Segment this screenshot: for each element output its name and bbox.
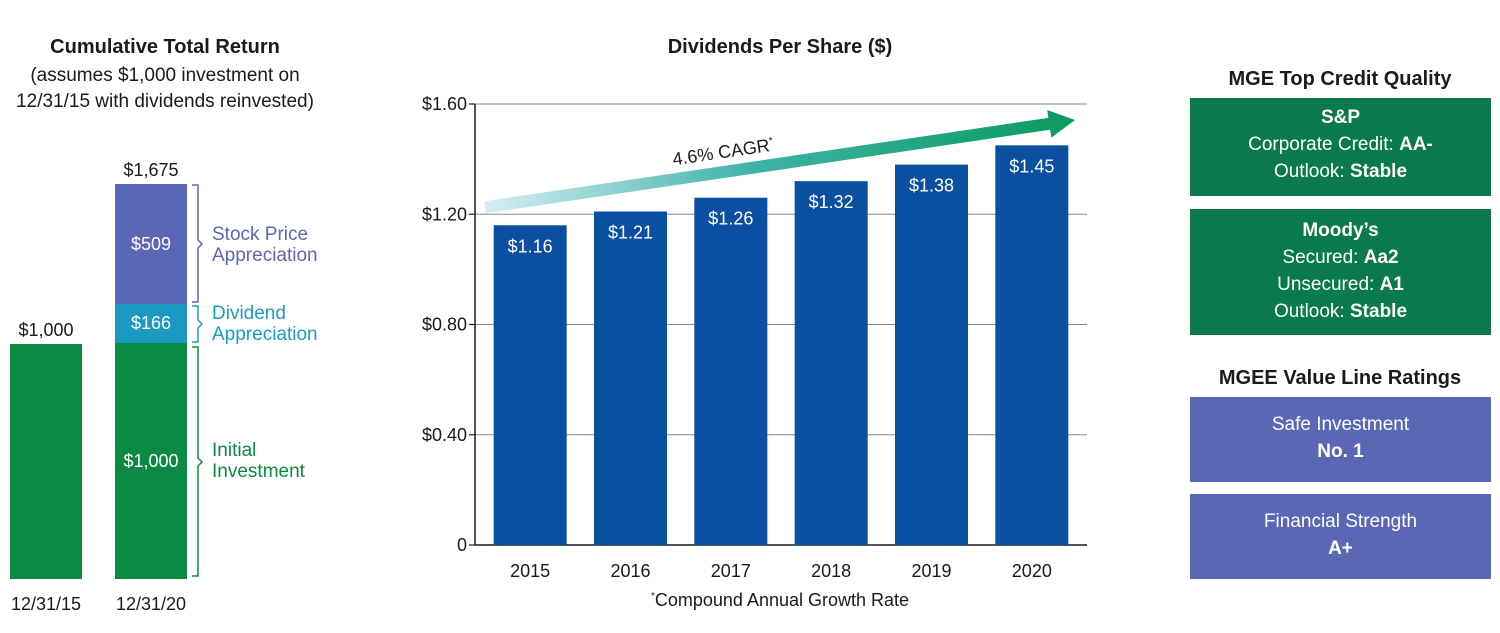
bar2-top-label: $1,675: [123, 160, 179, 180]
financial-strength-value: A+: [1328, 538, 1353, 559]
brace-stock-icon: [192, 184, 204, 303]
y-tick-label: $0.80: [422, 315, 467, 335]
x-tick-label: 2018: [811, 561, 851, 581]
dividends-chart: $1.16 $1.21 $1.26 $1.32 $1.38 $1.45 0 $0.40 $0.…: [422, 94, 1087, 581]
x-tick-label: 2016: [610, 561, 650, 581]
sp-corporate-credit: Corporate Credit: AA-: [1190, 131, 1491, 158]
bar-value-label: $1.16: [508, 236, 553, 256]
cumulative-return-subtitle: (assumes $1,000 investment on 12/31/15 w…: [0, 63, 330, 115]
bar-value-label: $1.45: [1009, 156, 1054, 176]
sp-outlook-value: Stable: [1350, 161, 1408, 182]
bar-2016: [594, 211, 667, 545]
bar2-x-label: 12/31/20: [115, 594, 187, 614]
credit-quality-title: MGE Top Credit Quality: [1228, 68, 1452, 90]
moodys-secured-value: Aa2: [1363, 247, 1399, 268]
safe-investment-label: Safe Investment: [1271, 414, 1410, 435]
chart-footnote: *Compound Annual Growth Rate: [480, 590, 1080, 611]
legend-initial-line1: Initial: [212, 440, 257, 461]
sp-outlook-label: Outlook:: [1273, 161, 1350, 182]
moodys-unsecured-label: Unsecured:: [1277, 274, 1380, 295]
footnote-marker: *: [650, 591, 655, 602]
subtitle-line-1: (assumes $1,000 investment on: [30, 65, 300, 86]
segment-stock-price-appreciation: $509: [115, 184, 187, 304]
moodys-unsecured-value: A1: [1379, 274, 1404, 295]
bar1-top-label: $1,000: [18, 320, 74, 340]
bar-value-label: $1.26: [708, 209, 753, 229]
bar-2015: [493, 225, 567, 545]
moodys-heading: Moody’s: [1302, 220, 1379, 241]
y-tick-label: $0.40: [422, 425, 467, 445]
safe-investment-value: No. 1: [1317, 441, 1364, 462]
moodys-outlook: Outlook: Stable: [1190, 298, 1491, 325]
legend-stock-line2: Appreciation: [212, 245, 318, 266]
x-tick-label: 2020: [1012, 561, 1052, 581]
cagr-trend-arrow-icon: [484, 109, 1075, 214]
sp-rating-box: S&P Corporate Credit: AA- Outlook: Stabl…: [1190, 98, 1491, 196]
financial-strength-box: Financial Strength A+: [1190, 494, 1491, 579]
brace-initial-icon: [192, 346, 204, 577]
bar-2018: [794, 181, 868, 546]
segment-dividend-appreciation: $166: [115, 304, 187, 343]
brace-dividend-icon: [192, 305, 204, 343]
bar-2019: [895, 164, 968, 545]
moodys-outlook-label: Outlook:: [1273, 301, 1350, 322]
moodys-outlook-value: Stable: [1350, 301, 1408, 322]
x-tick-label: 2015: [510, 561, 550, 581]
subtitle-line-2: 12/31/15 with dividends reinvested): [16, 91, 314, 112]
y-tick-label: 0: [457, 535, 467, 555]
legend-dividend-line2: Appreciation: [212, 324, 318, 345]
legend-stock-price-appreciation: Stock Price Appreciation: [212, 224, 318, 266]
sp-outlook: Outlook: Stable: [1190, 158, 1491, 185]
legend-dividend-line1: Dividend: [212, 303, 286, 324]
sp-corporate-credit-label: Corporate Credit:: [1248, 134, 1400, 155]
moodys-unsecured: Unsecured: A1: [1190, 271, 1491, 298]
bar-initial-2015: [10, 344, 82, 579]
sp-corporate-credit-value: AA-: [1399, 134, 1433, 155]
moodys-rating-box: Moody’s Secured: Aa2 Unsecured: A1 Outlo…: [1190, 209, 1491, 335]
legend-stock-line1: Stock Price: [212, 224, 309, 245]
dividends-chart-title: Dividends Per Share ($): [667, 36, 893, 58]
legend-initial-investment: Initial Investment: [212, 440, 305, 482]
value-line-title: MGEE Value Line Ratings: [1218, 367, 1462, 389]
moodys-secured-label: Secured:: [1282, 247, 1364, 268]
financial-strength-label: Financial Strength: [1263, 511, 1418, 532]
bar-value-label: $1.32: [809, 192, 854, 212]
x-tick-label: 2019: [911, 561, 951, 581]
y-tick-label: $1.60: [422, 94, 467, 114]
brace-group: [192, 184, 204, 577]
stacked-bar-2020: $509 $166 $1,000: [115, 184, 187, 579]
bar-value-label: $1.38: [909, 176, 954, 196]
footnote-text: Compound Annual Growth Rate: [654, 590, 910, 610]
bar-2020: [995, 145, 1069, 545]
cumulative-return-title: Cumulative Total Return: [50, 36, 280, 58]
legend-initial-line2: Investment: [212, 461, 305, 482]
sp-heading: S&P: [1320, 107, 1361, 128]
segment-initial-investment: $1,000: [115, 343, 187, 579]
safe-investment-box: Safe Investment No. 1: [1190, 397, 1491, 482]
moodys-secured: Secured: Aa2: [1190, 244, 1491, 271]
legend-dividend-appreciation: Dividend Appreciation: [212, 303, 318, 345]
bar-value-label: $1.21: [608, 222, 653, 242]
y-tick-label: $1.20: [422, 204, 467, 224]
bar1-x-label: 12/31/15: [10, 594, 82, 614]
x-tick-label: 2017: [711, 561, 751, 581]
bar-2017: [694, 197, 768, 545]
